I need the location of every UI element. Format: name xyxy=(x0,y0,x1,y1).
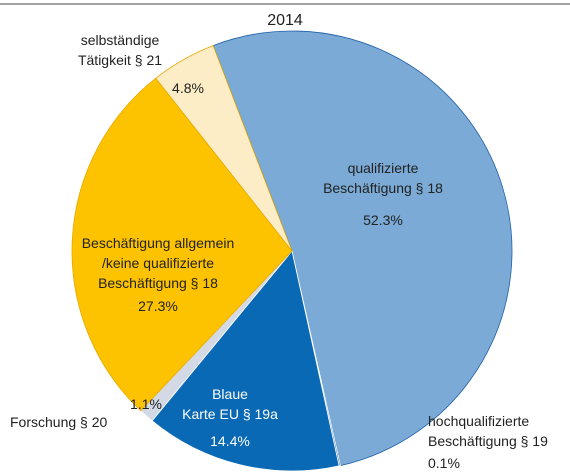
slice-label: Blaue Karte EU § 19a xyxy=(182,386,278,422)
value-label: 27.3% xyxy=(138,298,178,314)
slice-label: qualifizierte Beschäftigung § 18 xyxy=(323,160,443,196)
slice-label: hochqualifizierte Beschäftigung § 19 xyxy=(428,413,548,449)
value-label: 52.3% xyxy=(363,212,403,228)
pie-slice xyxy=(71,77,293,412)
value-label: 14.4% xyxy=(210,433,250,449)
value-label: 4.8% xyxy=(172,80,204,96)
slice-label: Beschäftigung allgemein/keine qualifizie… xyxy=(82,235,235,291)
slice-label: Forschung § 20 xyxy=(10,414,107,430)
pie-slice xyxy=(151,250,340,472)
slice-label: selbständige Tätigkeit § 21 xyxy=(78,32,162,68)
value-label: 0.1% xyxy=(428,455,460,471)
pie-slice xyxy=(155,45,293,252)
value-label: 1.1% xyxy=(130,396,162,412)
pie-slice xyxy=(212,30,513,467)
chart-title: 2014 xyxy=(267,12,303,29)
